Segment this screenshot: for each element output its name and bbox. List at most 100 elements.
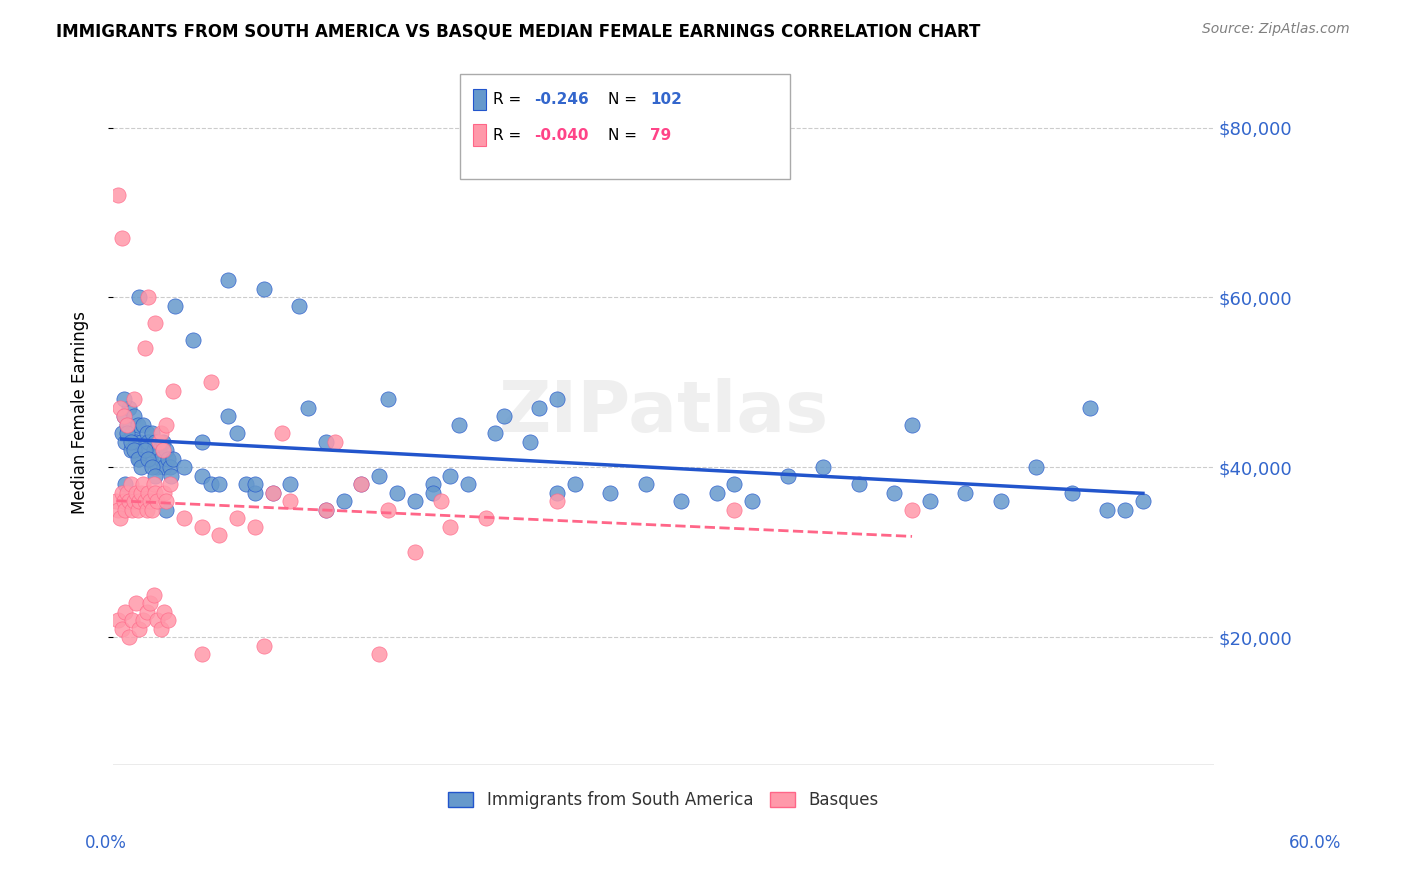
Point xyxy=(139,451,162,466)
Point xyxy=(134,342,156,356)
Point xyxy=(243,485,266,500)
Point xyxy=(955,485,977,500)
Point xyxy=(122,443,145,458)
Point xyxy=(155,502,177,516)
FancyBboxPatch shape xyxy=(460,74,790,179)
Point xyxy=(350,477,373,491)
Point xyxy=(153,485,176,500)
Point xyxy=(901,502,924,516)
Point xyxy=(118,401,141,415)
Point xyxy=(332,494,354,508)
Point xyxy=(1132,494,1154,508)
Point xyxy=(146,460,169,475)
Point xyxy=(120,443,142,458)
Point xyxy=(122,392,145,407)
Point xyxy=(141,426,163,441)
Point xyxy=(200,376,222,390)
Point xyxy=(439,519,461,533)
Point xyxy=(139,494,162,508)
Point xyxy=(226,511,249,525)
Point xyxy=(141,502,163,516)
Point xyxy=(139,596,162,610)
FancyBboxPatch shape xyxy=(472,125,486,145)
Point xyxy=(706,485,728,500)
Point xyxy=(377,502,399,516)
Point xyxy=(112,392,135,407)
Point xyxy=(108,401,131,415)
Point xyxy=(107,613,129,627)
Point xyxy=(152,443,174,458)
Point xyxy=(156,613,179,627)
Point xyxy=(132,417,155,432)
Point xyxy=(162,384,184,398)
Point xyxy=(315,502,337,516)
Point xyxy=(323,434,346,449)
Point xyxy=(135,605,157,619)
Point xyxy=(163,299,186,313)
Text: N =: N = xyxy=(609,128,643,143)
Point xyxy=(122,409,145,424)
Point xyxy=(449,417,471,432)
Point xyxy=(883,485,905,500)
Point xyxy=(181,333,204,347)
Point xyxy=(546,392,568,407)
Point xyxy=(492,409,515,424)
Point xyxy=(235,477,257,491)
Point xyxy=(1097,502,1119,516)
Point xyxy=(107,188,129,202)
Point xyxy=(159,477,181,491)
Text: N =: N = xyxy=(609,92,643,107)
Point xyxy=(741,494,763,508)
Point xyxy=(149,426,172,441)
Point xyxy=(115,485,138,500)
Point xyxy=(1060,485,1083,500)
Point xyxy=(457,477,479,491)
Point xyxy=(280,477,302,491)
Point xyxy=(125,596,148,610)
Point xyxy=(226,426,249,441)
Point xyxy=(173,460,195,475)
Point xyxy=(141,460,163,475)
Point xyxy=(118,630,141,644)
Legend: Immigrants from South America, Basques: Immigrants from South America, Basques xyxy=(441,785,886,816)
Point xyxy=(122,494,145,508)
Point xyxy=(200,477,222,491)
Point xyxy=(128,290,150,304)
Text: ZIPatlas: ZIPatlas xyxy=(498,377,828,447)
Text: Source: ZipAtlas.com: Source: ZipAtlas.com xyxy=(1202,22,1350,37)
Point xyxy=(162,451,184,466)
Point xyxy=(114,605,136,619)
Point xyxy=(813,460,835,475)
Point xyxy=(142,588,165,602)
Point xyxy=(190,468,212,483)
Point xyxy=(776,468,799,483)
Point xyxy=(315,434,337,449)
Point xyxy=(723,502,745,516)
Text: 102: 102 xyxy=(650,92,682,107)
Text: IMMIGRANTS FROM SOUTH AMERICA VS BASQUE MEDIAN FEMALE EARNINGS CORRELATION CHART: IMMIGRANTS FROM SOUTH AMERICA VS BASQUE … xyxy=(56,22,980,40)
Point xyxy=(114,477,136,491)
Point xyxy=(208,528,231,542)
Point xyxy=(1114,502,1136,516)
Point xyxy=(120,477,142,491)
Point xyxy=(350,477,373,491)
Point xyxy=(152,434,174,449)
Point xyxy=(114,502,136,516)
Point xyxy=(128,494,150,508)
Point xyxy=(148,434,170,449)
Point xyxy=(107,502,129,516)
Point xyxy=(475,511,498,525)
Point xyxy=(918,494,941,508)
Point xyxy=(148,443,170,458)
Point xyxy=(153,460,176,475)
Point xyxy=(404,494,426,508)
Point xyxy=(315,502,337,516)
FancyBboxPatch shape xyxy=(472,89,486,111)
Point xyxy=(111,231,134,245)
Text: -0.246: -0.246 xyxy=(534,92,589,107)
Point xyxy=(153,605,176,619)
Point xyxy=(115,417,138,432)
Point xyxy=(145,485,167,500)
Point xyxy=(404,545,426,559)
Point xyxy=(127,417,149,432)
